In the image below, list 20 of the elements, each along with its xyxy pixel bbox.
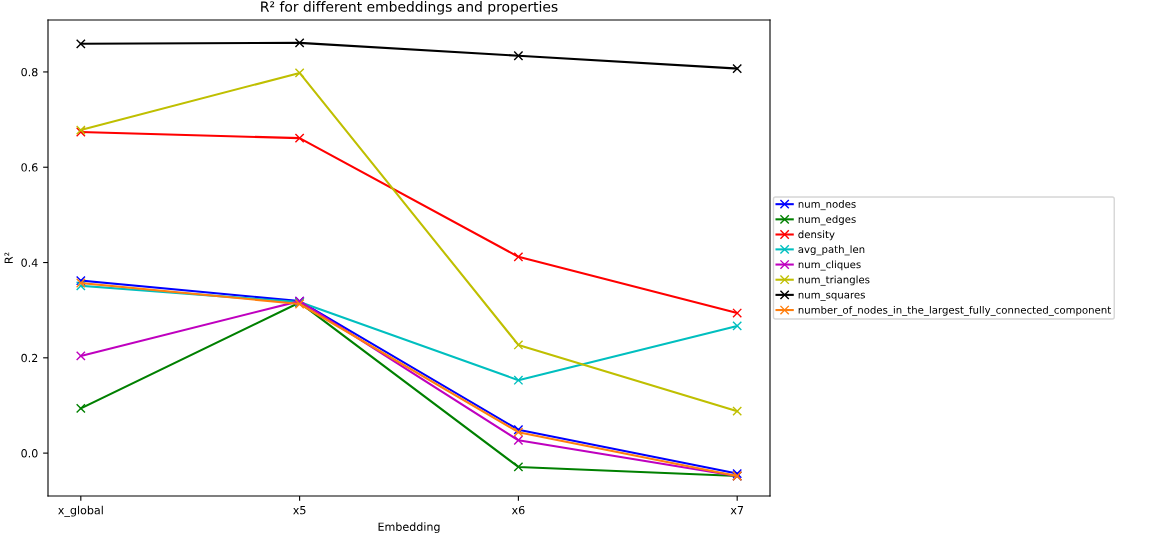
- legend-label: num_triangles: [798, 275, 870, 286]
- legend-label: number_of_nodes_in_the_largest_fully_connected_component: [798, 305, 1111, 316]
- legend-label: num_nodes: [798, 200, 856, 211]
- legend-label: density: [798, 230, 835, 241]
- y-tick-label: 0.2: [21, 353, 38, 363]
- y-tick-label: 0.8: [21, 67, 38, 77]
- legend-label: avg_path_len: [798, 245, 865, 256]
- y-tick-label: 0.4: [21, 258, 38, 267]
- y-axis-title: R²: [4, 252, 13, 263]
- chart-title: R² for different embeddings and properties: [261, 1, 558, 15]
- legend-label: num_cliques: [798, 260, 861, 271]
- x-axis-title: Embedding: [378, 522, 440, 534]
- x-tick-label: x6: [511, 505, 525, 515]
- legend-label: num_squares: [798, 292, 865, 301]
- x-tick-label: x_global: [58, 505, 103, 517]
- y-tick-label: 0.0: [21, 449, 38, 458]
- legend-label: num_edges: [798, 215, 856, 226]
- x-tick-label: x5: [293, 506, 306, 515]
- y-tick-label: 0.6: [21, 163, 38, 172]
- x-tick-label: x7: [730, 506, 744, 515]
